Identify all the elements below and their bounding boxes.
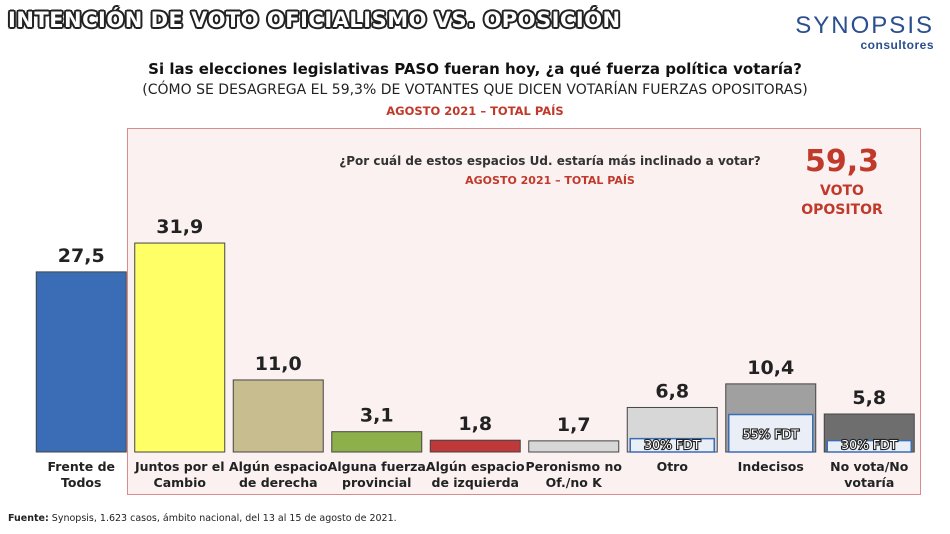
fdt-overlay-8	[826, 439, 912, 453]
bar-3	[331, 431, 423, 453]
page-title: INTENCIÓN DE VOTO OFICIALISMO VS. OPOSIC…	[8, 8, 621, 32]
opposition-period: AGOSTO 2021 – TOTAL PAÍS	[465, 174, 635, 187]
bar-0	[35, 271, 127, 453]
category-label-0-1: Todos	[61, 475, 101, 490]
logo-name: SYNOPSIS	[795, 12, 934, 39]
bar-2	[232, 379, 324, 453]
fdt-overlay-label-8: 30% FDT	[841, 437, 898, 452]
fdt-overlay-label-7: 55% FDT	[743, 426, 800, 441]
data-label-1: 31,9	[156, 216, 203, 238]
fdt-overlay-6	[629, 437, 715, 453]
category-label-2-1: de derecha	[239, 475, 318, 490]
category-label-4-1: de izquierda	[432, 475, 520, 490]
opposition-label-line1: VOTO	[820, 183, 864, 199]
data-label-2: 11,0	[255, 353, 302, 375]
category-label-4-0: Algún espacio	[426, 459, 525, 474]
data-label-8: 5,8	[852, 387, 886, 409]
category-label-8-1: votaría	[844, 475, 894, 490]
opposition-label-line2: OPOSITOR	[801, 202, 883, 218]
data-label-0: 27,5	[58, 245, 105, 267]
bar-5	[528, 440, 620, 453]
data-label-3: 3,1	[360, 405, 394, 427]
source-note: Fuente: Synopsis, 1.623 casos, ámbito na…	[8, 513, 397, 524]
bar-4	[429, 439, 521, 453]
opposition-total-label: VOTO OPOSITOR	[782, 182, 902, 220]
category-label-5-0: Peronismo no	[526, 459, 623, 474]
question-title: Si las elecciones legislativas PASO fuer…	[148, 60, 802, 78]
category-label-7-0: Indecisos	[738, 459, 804, 474]
category-label-0-0: Frente de	[47, 459, 115, 474]
category-label-2-0: Algún espacio	[229, 459, 328, 474]
category-label-5-1: Of./no K	[546, 475, 604, 490]
category-label-3-0: Alguna fuerza	[328, 459, 426, 474]
opposition-question: ¿Por cuál de estos espacios Ud. estaría …	[339, 154, 761, 168]
category-label-1-1: Cambio	[154, 475, 207, 490]
source-label: Fuente:	[8, 513, 49, 524]
category-label-1-0: Juntos por el	[134, 459, 225, 474]
fdt-overlay-label-6: 30% FDT	[644, 437, 701, 452]
data-label-5: 1,7	[557, 414, 591, 436]
synopsis-logo: SYNOPSIS consultores	[795, 12, 934, 53]
opposition-total-value: 59,3	[804, 144, 880, 179]
source-text: Synopsis, 1.623 casos, ámbito nacional, …	[48, 513, 397, 524]
fdt-overlay-7	[728, 413, 814, 453]
bar-1	[134, 242, 226, 453]
data-label-6: 6,8	[655, 380, 689, 402]
data-label-4: 1,8	[458, 413, 492, 435]
category-label-3-1: provincial	[342, 475, 411, 490]
question-period: AGOSTO 2021 – TOTAL PAÍS	[386, 104, 564, 118]
data-label-7: 10,4	[747, 357, 794, 379]
category-label-8-0: No vota/No	[830, 459, 909, 474]
category-label-6-0: Otro	[657, 459, 689, 474]
logo-subtitle: consultores	[860, 38, 934, 52]
question-subtitle: (CÓMO SE DESAGREGA EL 59,3% DE VOTANTES …	[142, 82, 808, 98]
